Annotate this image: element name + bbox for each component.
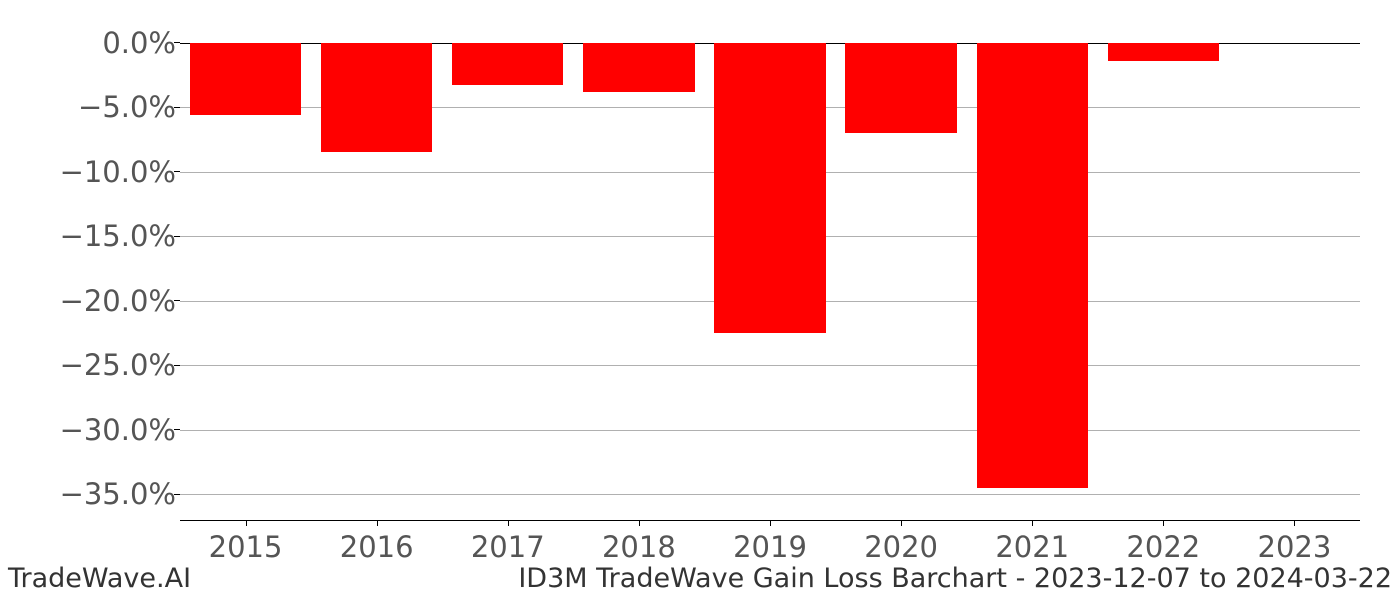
figure: TradeWave.AI ID3M TradeWave Gain Loss Ba… [0, 0, 1400, 600]
ytick-label: −20.0% [0, 284, 176, 318]
ytick-label: −5.0% [0, 90, 176, 124]
xtick-label: 2019 [733, 530, 807, 564]
xtick-mark [770, 520, 771, 526]
footer-right-caption: ID3M TradeWave Gain Loss Barchart - 2023… [518, 563, 1392, 594]
bar [190, 43, 301, 115]
ytick-label: −25.0% [0, 348, 176, 382]
xtick-label: 2017 [471, 530, 545, 564]
xtick-label: 2021 [995, 530, 1069, 564]
xtick-label: 2016 [340, 530, 414, 564]
bar [845, 43, 956, 133]
xtick-mark [901, 520, 902, 526]
bar [321, 43, 432, 153]
ytick-label: −10.0% [0, 155, 176, 189]
ytick-label: −15.0% [0, 219, 176, 253]
bar [714, 43, 825, 333]
bar [977, 43, 1088, 488]
gridline [180, 365, 1360, 366]
xtick-label: 2022 [1126, 530, 1200, 564]
xtick-label: 2015 [209, 530, 283, 564]
xtick-label: 2023 [1258, 530, 1332, 564]
xtick-label: 2018 [602, 530, 676, 564]
ytick-label: −35.0% [0, 477, 176, 511]
gridline [180, 494, 1360, 495]
xtick-label: 2020 [864, 530, 938, 564]
xtick-mark [1294, 520, 1295, 526]
xtick-mark [377, 520, 378, 526]
bar [1108, 43, 1219, 61]
bar [583, 43, 694, 92]
xtick-mark [639, 520, 640, 526]
bar [452, 43, 563, 86]
ytick-label: 0.0% [0, 26, 176, 60]
ytick-label: −30.0% [0, 413, 176, 447]
xtick-mark [508, 520, 509, 526]
gridline [180, 430, 1360, 431]
footer-left-brand: TradeWave.AI [8, 563, 191, 594]
plot-area [180, 30, 1360, 521]
xtick-mark [1032, 520, 1033, 526]
xtick-mark [1163, 520, 1164, 526]
xtick-mark [246, 520, 247, 526]
